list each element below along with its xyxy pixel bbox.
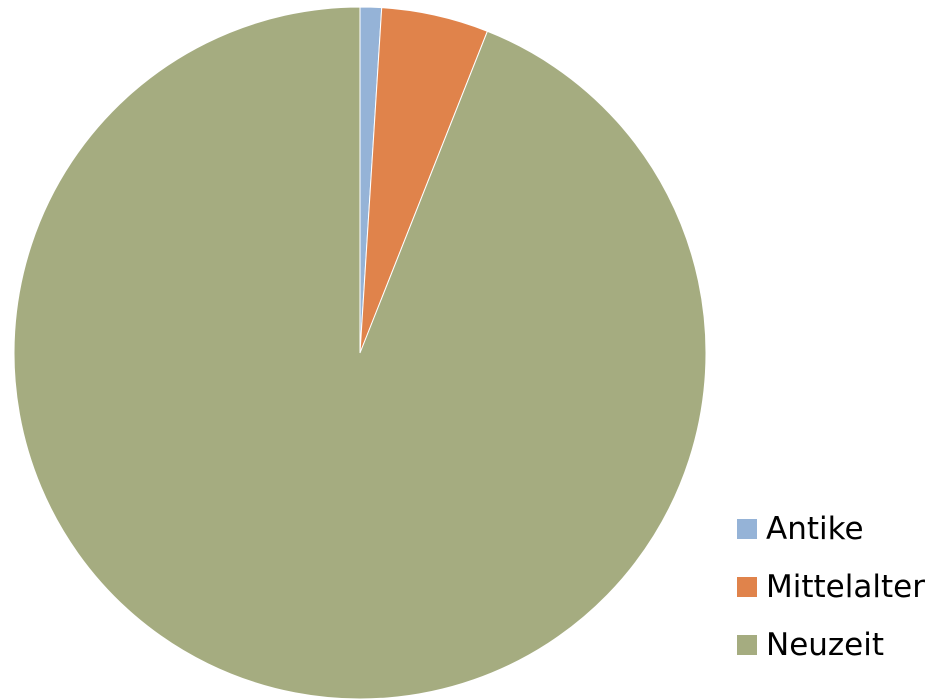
pie-slice-neuzeit	[13, 6, 707, 700]
legend-item-mittelalter: Mittelalter	[737, 558, 925, 616]
chart-legend: Antike Mittelalter Neuzeit	[737, 500, 925, 674]
legend-swatch-neuzeit	[737, 635, 757, 655]
legend-label-antike: Antike	[766, 510, 864, 547]
legend-label-mittelalter: Mittelalter	[766, 568, 925, 605]
legend-swatch-mittelalter	[737, 577, 757, 597]
legend-item-antike: Antike	[737, 500, 925, 558]
legend-item-neuzeit: Neuzeit	[737, 616, 925, 674]
legend-swatch-antike	[737, 519, 757, 539]
legend-label-neuzeit: Neuzeit	[766, 626, 885, 663]
